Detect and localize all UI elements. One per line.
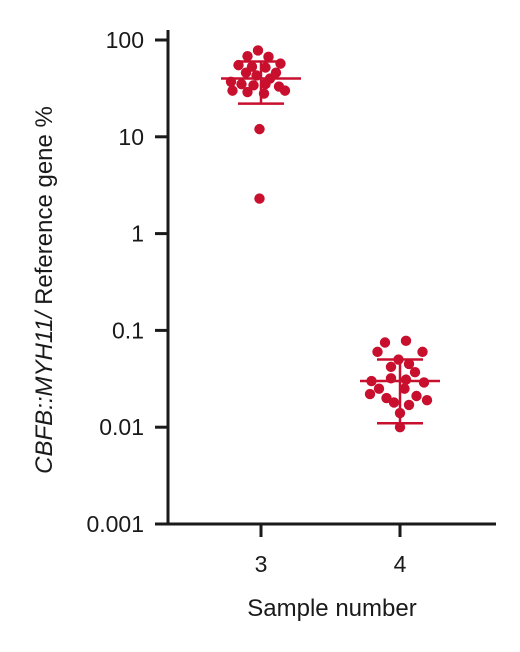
data-point bbox=[385, 361, 397, 373]
data-point bbox=[388, 397, 400, 408]
data-point bbox=[252, 45, 264, 56]
data-point bbox=[236, 78, 247, 90]
data-point bbox=[400, 374, 412, 385]
data-point bbox=[381, 392, 392, 404]
data-point bbox=[403, 399, 415, 411]
y-tick-label: 0.01 bbox=[99, 414, 144, 440]
data-point bbox=[403, 358, 415, 370]
data-point bbox=[251, 70, 262, 81]
data-point bbox=[260, 62, 271, 73]
data-point bbox=[248, 80, 259, 91]
data-point bbox=[279, 85, 291, 96]
data-point bbox=[263, 51, 274, 63]
y-tick-label: 100 bbox=[106, 27, 144, 53]
data-points bbox=[225, 45, 433, 433]
data-point bbox=[227, 85, 238, 96]
y-axis-title-gene-fusion: CBFB::MYH11/ bbox=[31, 309, 58, 474]
data-point bbox=[260, 78, 271, 90]
x-tick-label: 3 bbox=[255, 551, 268, 577]
data-point bbox=[399, 383, 410, 394]
data-point bbox=[242, 86, 253, 98]
error-bars bbox=[221, 60, 440, 425]
data-point bbox=[254, 123, 265, 135]
data-point bbox=[394, 422, 406, 433]
y-tick-label: 10 bbox=[118, 124, 144, 150]
data-point bbox=[254, 193, 265, 204]
data-point bbox=[421, 395, 433, 406]
data-point bbox=[379, 337, 391, 348]
data-point bbox=[366, 375, 377, 387]
data-point bbox=[418, 377, 430, 388]
data-point bbox=[385, 373, 397, 384]
data-point bbox=[393, 354, 404, 365]
data-point bbox=[225, 76, 237, 87]
y-tick-label: 0.001 bbox=[86, 511, 144, 537]
data-point bbox=[417, 346, 428, 358]
x-axis-title: Sample number bbox=[247, 595, 416, 622]
axes bbox=[166, 30, 496, 526]
data-point bbox=[364, 388, 376, 400]
y-ticks: 100 10 1 0.1 0.01 0.001 bbox=[86, 27, 168, 537]
y-axis-title: CBFB::MYH11/ Reference gene % bbox=[31, 106, 58, 474]
data-point bbox=[373, 383, 385, 394]
y-tick-label: 0.1 bbox=[112, 317, 144, 343]
data-point bbox=[411, 390, 422, 402]
data-point bbox=[240, 67, 252, 78]
data-point bbox=[372, 346, 383, 358]
data-point bbox=[258, 88, 270, 99]
data-point bbox=[409, 366, 421, 378]
y-axis-title-reference: Reference gene % bbox=[31, 106, 58, 311]
x-tick-label: 4 bbox=[394, 551, 407, 577]
y-tick-label: 1 bbox=[131, 221, 144, 247]
data-point bbox=[233, 59, 244, 71]
data-point bbox=[275, 58, 286, 69]
data-point bbox=[242, 51, 253, 62]
data-point bbox=[394, 407, 406, 419]
data-point bbox=[400, 335, 412, 347]
